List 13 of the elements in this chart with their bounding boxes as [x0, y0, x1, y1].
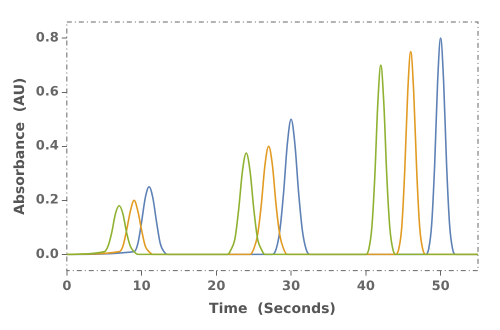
x-tick-label: 20	[207, 278, 226, 294]
y-tick-label: 0.8	[36, 30, 59, 46]
x-tick-label: 10	[132, 278, 151, 294]
y-tick-label: 0.0	[36, 246, 59, 262]
x-tick-label: 50	[432, 278, 450, 294]
x-tick-label: 30	[282, 278, 300, 294]
y-axis-title: Absorbance (AU)	[12, 78, 28, 215]
x-axis-title: Time (Seconds)	[209, 301, 336, 318]
x-tick-label: 40	[356, 278, 375, 294]
x-tick-label: 0	[62, 278, 72, 294]
y-tick-label: 0.6	[36, 84, 59, 100]
y-tick-label: 0.4	[36, 138, 59, 154]
y-tick-label: 0.2	[36, 192, 59, 208]
